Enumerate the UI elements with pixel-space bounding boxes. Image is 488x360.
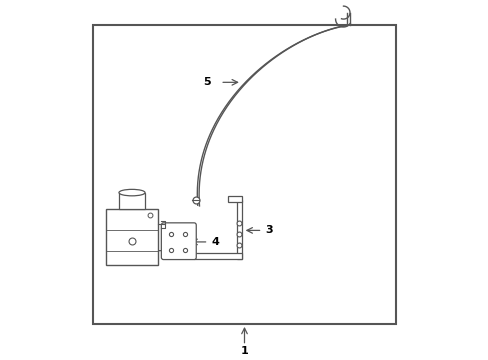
Polygon shape [228, 196, 242, 202]
Bar [119, 193, 145, 209]
Text: 3: 3 [265, 225, 272, 235]
Polygon shape [194, 253, 242, 259]
Polygon shape [236, 200, 242, 259]
FancyBboxPatch shape [161, 223, 196, 260]
Ellipse shape [119, 189, 145, 196]
Text: 4: 4 [211, 237, 219, 247]
Bar [93, 25, 395, 324]
Text: 2: 2 [182, 246, 190, 256]
Text: 1: 1 [240, 346, 248, 356]
Text: 5: 5 [203, 77, 211, 87]
Bar [106, 209, 158, 265]
